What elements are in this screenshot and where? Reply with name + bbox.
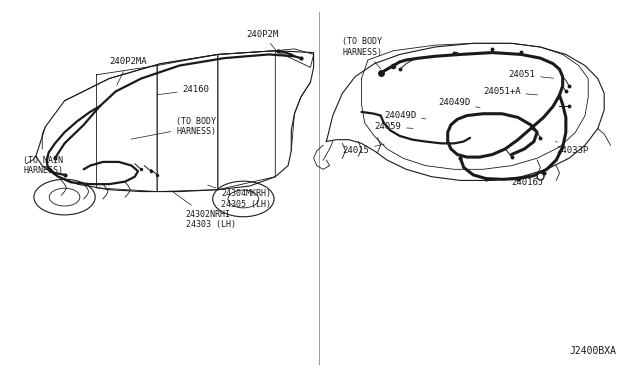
Text: (TO MAIN
HARNESS): (TO MAIN HARNESS) [23, 156, 63, 175]
Text: (TO BODY
HARNESS): (TO BODY HARNESS) [342, 37, 382, 69]
Text: J2400BXA: J2400BXA [569, 346, 616, 356]
Text: 24059: 24059 [374, 122, 413, 131]
Text: 24049D: 24049D [384, 111, 426, 120]
Text: 24160: 24160 [157, 85, 209, 95]
Text: 240P2MA: 240P2MA [109, 57, 147, 85]
Text: 24051: 24051 [508, 70, 554, 79]
Text: 240P2M: 240P2M [246, 29, 279, 51]
Text: 24033P: 24033P [556, 141, 589, 155]
Text: 24015: 24015 [342, 144, 385, 155]
Text: 24051+A: 24051+A [483, 87, 538, 96]
Text: 24302NRHI
24303 (LH): 24302NRHI 24303 (LH) [172, 191, 236, 229]
Text: 24049D: 24049D [438, 98, 480, 108]
Text: (TO BODY
HARNESS): (TO BODY HARNESS) [131, 117, 216, 139]
Text: 24016J: 24016J [511, 173, 544, 187]
Text: 24304MKRH)
24305 (LH): 24304MKRH) 24305 (LH) [207, 185, 271, 209]
